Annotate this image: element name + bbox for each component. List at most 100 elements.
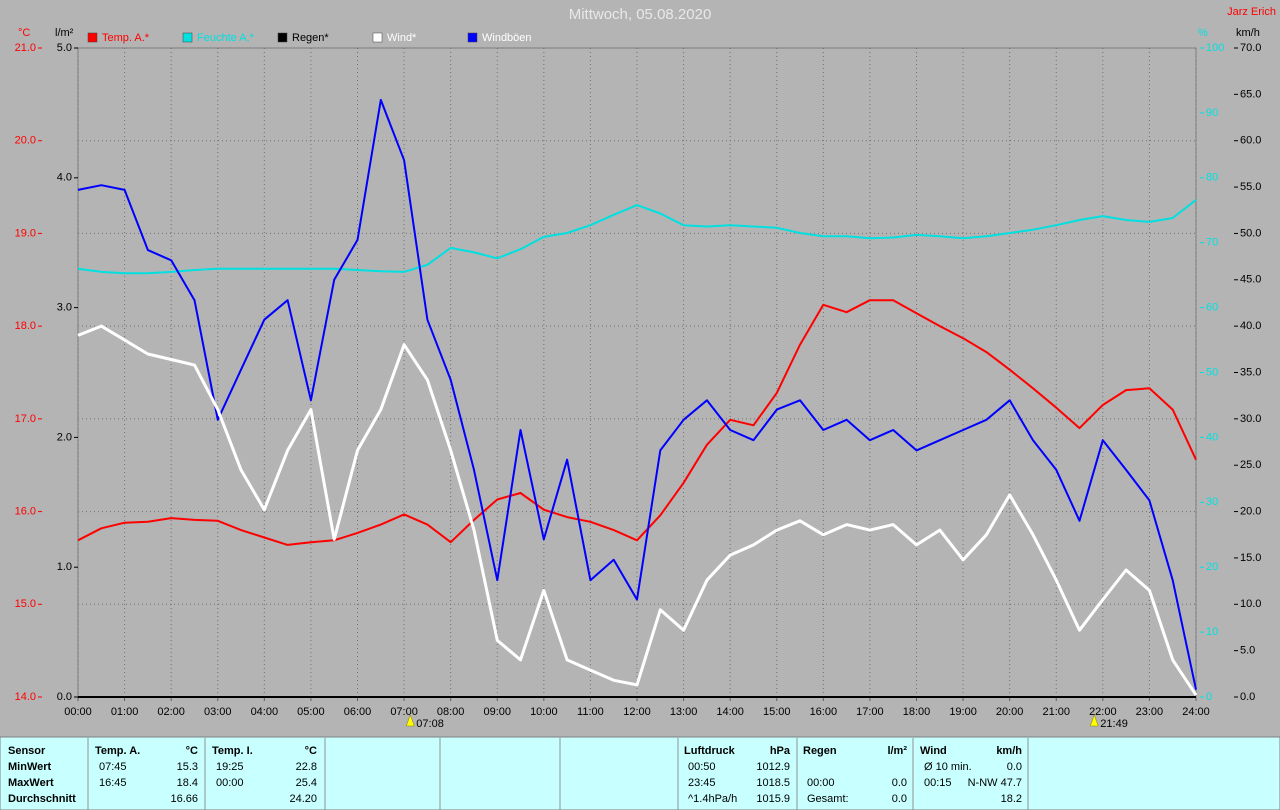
y-tick-label: 50.0 bbox=[1240, 227, 1261, 239]
y-tick-label: 15.0 bbox=[1240, 552, 1261, 564]
x-tick-label: 15:00 bbox=[763, 706, 791, 718]
legend-label: Feuchte A.* bbox=[197, 32, 255, 44]
table-cell: 1012.9 bbox=[756, 761, 790, 773]
y-tick-label: 0.0 bbox=[1240, 691, 1255, 703]
x-tick-label: 04:00 bbox=[251, 706, 279, 718]
legend-label: Wind* bbox=[387, 32, 417, 44]
y-tick-label: 5.0 bbox=[57, 42, 72, 54]
y-tick-label: 30.0 bbox=[1240, 413, 1261, 425]
table-cell: 1018.5 bbox=[756, 777, 790, 789]
y-tick-label: 10.0 bbox=[1240, 598, 1261, 610]
y-tick-label: 0.0 bbox=[57, 691, 72, 703]
y-tick-label: 20.0 bbox=[15, 135, 36, 147]
table-header: Wind bbox=[920, 745, 947, 757]
y-tick-label: 90 bbox=[1206, 107, 1218, 119]
x-tick-label: 06:00 bbox=[344, 706, 372, 718]
y-tick-label: 10 bbox=[1206, 626, 1218, 638]
y-tick-label: 30 bbox=[1206, 496, 1218, 508]
y2-unit: l/m² bbox=[55, 27, 74, 39]
y-tick-label: 70.0 bbox=[1240, 42, 1261, 54]
table-cell: 0.0 bbox=[892, 777, 907, 789]
legend-label: Regen* bbox=[292, 32, 329, 44]
sun-time: 07:08 bbox=[416, 718, 444, 730]
legend-swatch bbox=[467, 32, 478, 43]
x-tick-label: 05:00 bbox=[297, 706, 325, 718]
table-cell: 0.0 bbox=[892, 793, 907, 805]
y-tick-label: 20 bbox=[1206, 561, 1218, 573]
table-cell: N-NW 47.7 bbox=[968, 777, 1022, 789]
table-cell: 24.20 bbox=[289, 793, 317, 805]
x-tick-label: 13:00 bbox=[670, 706, 698, 718]
y-tick-label: 4.0 bbox=[57, 172, 72, 184]
table-header: hPa bbox=[770, 745, 791, 757]
table-cell: 18.2 bbox=[1001, 793, 1022, 805]
x-tick-label: 20:00 bbox=[996, 706, 1024, 718]
x-tick-label: 19:00 bbox=[949, 706, 977, 718]
y-unit: °C bbox=[18, 27, 30, 39]
series-line bbox=[77, 324, 1198, 696]
y-tick-label: 35.0 bbox=[1240, 366, 1261, 378]
y-tick-label: 2.0 bbox=[57, 431, 72, 443]
table-cell: ^1.4hPa/h bbox=[688, 793, 737, 805]
y-tick-label: 100 bbox=[1206, 42, 1224, 54]
x-tick-label: 07:00 bbox=[390, 706, 418, 718]
table-cell: 0.0 bbox=[1007, 761, 1022, 773]
sun-marker bbox=[1089, 714, 1099, 727]
legend-swatch bbox=[182, 32, 193, 43]
x-tick-label: 22:00 bbox=[1089, 706, 1117, 718]
table-header: Temp. I. bbox=[212, 745, 253, 757]
y-tick-label: 19.0 bbox=[15, 227, 36, 239]
y-tick-label: 60 bbox=[1206, 302, 1218, 314]
y-tick-label: 60.0 bbox=[1240, 135, 1261, 147]
table-header: Sensor bbox=[8, 745, 46, 757]
x-tick-label: 01:00 bbox=[111, 706, 139, 718]
legend-label: Temp. A.* bbox=[102, 32, 150, 44]
y-tick-label: 20.0 bbox=[1240, 505, 1261, 517]
table-cell: 22.8 bbox=[296, 761, 317, 773]
x-tick-label: 03:00 bbox=[204, 706, 232, 718]
y-tick-label: 18.0 bbox=[15, 320, 36, 332]
y-tick-label: 65.0 bbox=[1240, 88, 1261, 100]
table-cell: 00:50 bbox=[688, 761, 716, 773]
series-line bbox=[77, 199, 1197, 275]
x-tick-label: 02:00 bbox=[157, 706, 185, 718]
y-tick-label: 3.0 bbox=[57, 302, 72, 314]
y-tick-label: 45.0 bbox=[1240, 274, 1261, 286]
legend-swatch bbox=[372, 32, 383, 43]
y-tick-label: 25.0 bbox=[1240, 459, 1261, 471]
author: Jarz Erich bbox=[1227, 6, 1276, 18]
x-tick-label: 10:00 bbox=[530, 706, 558, 718]
legend-label: Windböen bbox=[482, 32, 532, 44]
table-cell: 15.3 bbox=[177, 761, 198, 773]
sun-time: 21:49 bbox=[1100, 718, 1128, 730]
table-header: °C bbox=[186, 745, 198, 757]
x-tick-label: 11:00 bbox=[577, 706, 604, 718]
table-cell: 16:45 bbox=[99, 777, 127, 789]
table-header: l/m² bbox=[887, 745, 907, 757]
series-line bbox=[77, 299, 1197, 546]
y-tick-label: 14.0 bbox=[15, 691, 36, 703]
x-tick-label: 09:00 bbox=[483, 706, 511, 718]
y-tick-label: 5.0 bbox=[1240, 645, 1255, 657]
y-tick-label: 55.0 bbox=[1240, 181, 1261, 193]
table-cell: Durchschnitt bbox=[8, 793, 76, 805]
table-cell: 19:25 bbox=[216, 761, 244, 773]
x-tick-label: 08:00 bbox=[437, 706, 465, 718]
y-tick-label: 21.0 bbox=[15, 42, 36, 54]
x-tick-label: 23:00 bbox=[1136, 706, 1164, 718]
y-tick-label: 15.0 bbox=[15, 598, 36, 610]
table-cell: MinWert bbox=[8, 761, 52, 773]
table-cell: MaxWert bbox=[8, 777, 54, 789]
y-tick-label: 40 bbox=[1206, 431, 1218, 443]
sun-marker bbox=[405, 714, 415, 727]
y-tick-label: 50 bbox=[1206, 366, 1218, 378]
x-tick-label: 14:00 bbox=[716, 706, 744, 718]
x-tick-label: 12:00 bbox=[623, 706, 651, 718]
chart-title: Mittwoch, 05.08.2020 bbox=[569, 6, 712, 23]
y-tick-label: 16.0 bbox=[15, 505, 36, 517]
table-cell: 00:00 bbox=[807, 777, 835, 789]
table-cell: Ø 10 min. bbox=[924, 761, 972, 773]
legend-swatch bbox=[87, 32, 98, 43]
